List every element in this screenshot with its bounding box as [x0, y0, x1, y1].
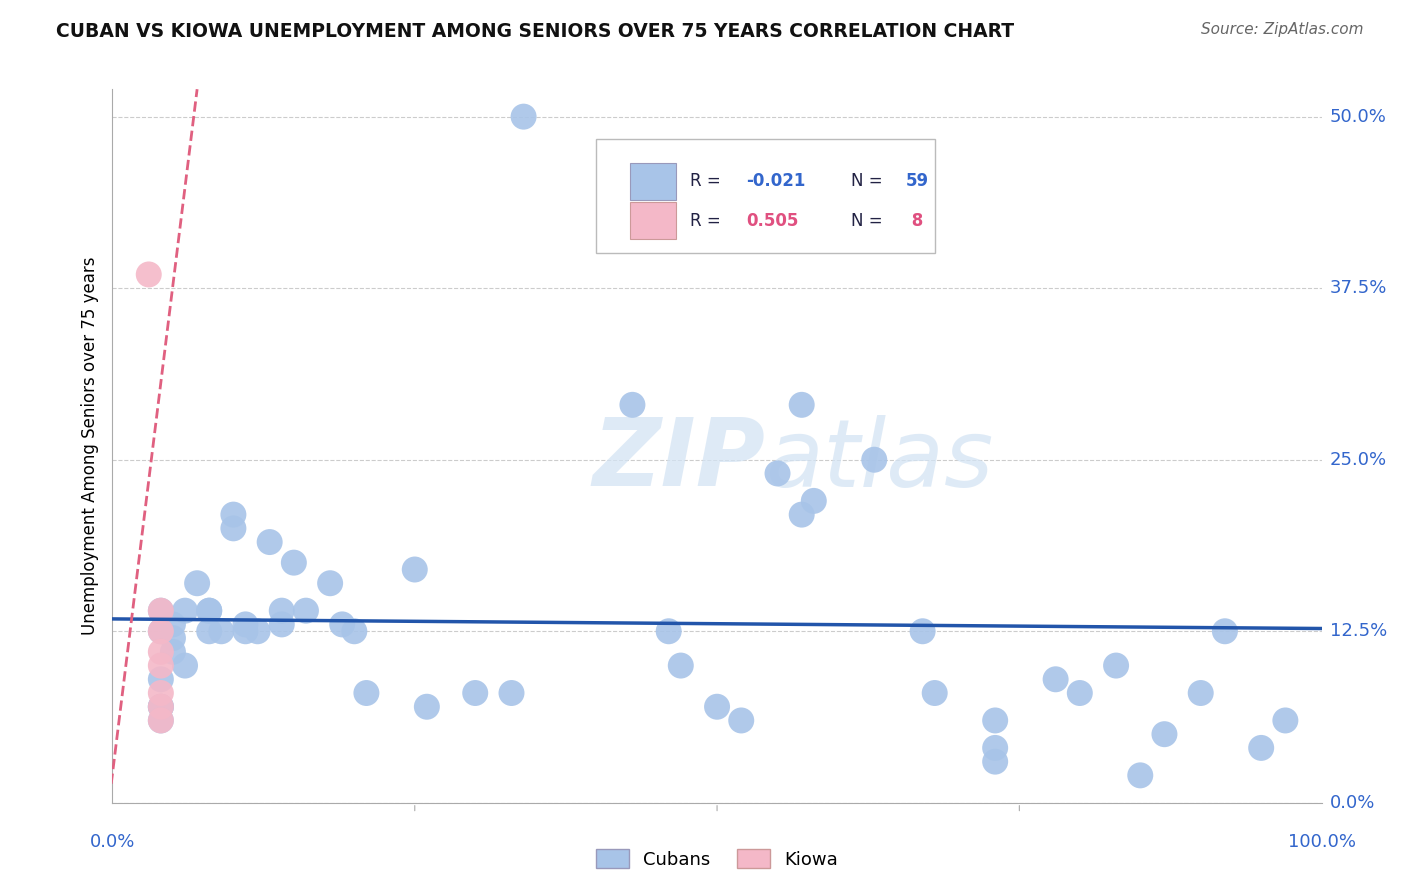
Point	[803, 494, 825, 508]
Text: 25.0%: 25.0%	[1330, 450, 1388, 468]
Text: 59: 59	[905, 172, 929, 190]
Point	[162, 631, 184, 645]
Text: CUBAN VS KIOWA UNEMPLOYMENT AMONG SENIORS OVER 75 YEARS CORRELATION CHART: CUBAN VS KIOWA UNEMPLOYMENT AMONG SENIOR…	[56, 22, 1014, 41]
Point	[1069, 686, 1091, 700]
Point	[330, 617, 353, 632]
Text: 37.5%: 37.5%	[1330, 279, 1388, 297]
Text: -0.021: -0.021	[747, 172, 806, 190]
Text: 0.505: 0.505	[747, 211, 799, 229]
Point	[464, 686, 486, 700]
Point	[149, 624, 172, 639]
Point	[621, 398, 644, 412]
Point	[270, 604, 292, 618]
Text: R =: R =	[690, 172, 727, 190]
Text: N =: N =	[851, 172, 889, 190]
Point	[149, 699, 172, 714]
Point	[149, 673, 172, 687]
Text: R =: R =	[690, 211, 727, 229]
Point	[162, 645, 184, 659]
FancyBboxPatch shape	[596, 139, 935, 253]
Point	[222, 521, 245, 535]
Text: 12.5%: 12.5%	[1330, 623, 1388, 640]
Point	[512, 110, 534, 124]
Point	[149, 604, 172, 618]
Point	[356, 686, 378, 700]
Point	[149, 645, 172, 659]
Text: 100.0%: 100.0%	[1288, 833, 1355, 851]
Y-axis label: Unemployment Among Seniors over 75 years: Unemployment Among Seniors over 75 years	[80, 257, 98, 635]
Point	[1105, 658, 1128, 673]
Point	[283, 556, 305, 570]
Point	[766, 467, 789, 481]
Bar	[630, 202, 676, 239]
Point	[186, 576, 208, 591]
Point	[924, 686, 946, 700]
Point	[295, 604, 318, 618]
Point	[1250, 740, 1272, 755]
Text: ZIP: ZIP	[592, 414, 765, 507]
Point	[162, 617, 184, 632]
Text: atlas: atlas	[765, 415, 994, 506]
Point	[319, 576, 342, 591]
Point	[149, 714, 172, 728]
Point	[235, 624, 257, 639]
Point	[984, 755, 1007, 769]
Point	[149, 604, 172, 618]
Point	[343, 624, 366, 639]
Point	[911, 624, 934, 639]
Point	[198, 604, 221, 618]
Text: 8: 8	[905, 211, 922, 229]
Point	[658, 624, 681, 639]
Point	[235, 617, 257, 632]
Point	[669, 658, 692, 673]
Point	[416, 699, 439, 714]
Point	[1189, 686, 1212, 700]
Point	[149, 699, 172, 714]
Point	[1153, 727, 1175, 741]
Point	[149, 686, 172, 700]
Point	[706, 699, 728, 714]
Point	[1129, 768, 1152, 782]
Point	[138, 268, 160, 282]
Text: 50.0%: 50.0%	[1330, 108, 1386, 126]
Point	[198, 604, 221, 618]
Text: 0.0%: 0.0%	[90, 833, 135, 851]
Point	[222, 508, 245, 522]
Point	[198, 624, 221, 639]
Point	[174, 604, 197, 618]
Point	[209, 624, 232, 639]
Point	[1213, 624, 1236, 639]
Point	[246, 624, 269, 639]
Point	[984, 740, 1007, 755]
Point	[984, 714, 1007, 728]
Point	[790, 508, 813, 522]
Point	[270, 617, 292, 632]
Point	[730, 714, 752, 728]
Point	[790, 398, 813, 412]
Legend: Cubans, Kiowa: Cubans, Kiowa	[589, 842, 845, 876]
Point	[1274, 714, 1296, 728]
Point	[259, 535, 281, 549]
Point	[149, 714, 172, 728]
Text: N =: N =	[851, 211, 889, 229]
Point	[174, 658, 197, 673]
Point	[149, 658, 172, 673]
Point	[1045, 673, 1067, 687]
Point	[404, 562, 426, 576]
Point	[501, 686, 523, 700]
Point	[149, 624, 172, 639]
Text: 0.0%: 0.0%	[1330, 794, 1375, 812]
Text: Source: ZipAtlas.com: Source: ZipAtlas.com	[1201, 22, 1364, 37]
Bar	[630, 162, 676, 200]
Point	[149, 699, 172, 714]
Point	[863, 452, 886, 467]
